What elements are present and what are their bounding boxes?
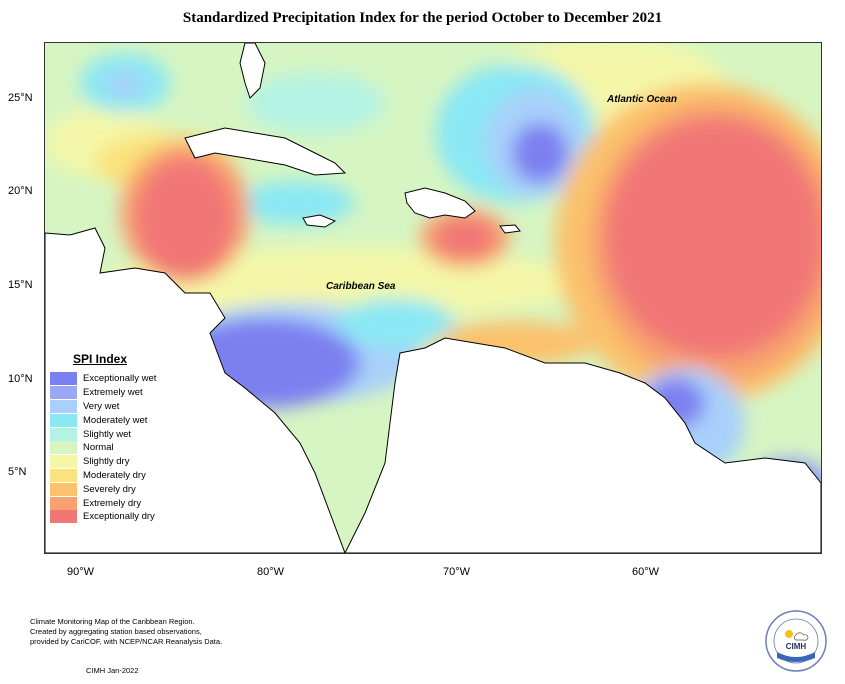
lon-label-60w: 60°W	[632, 566, 660, 578]
sun-cloud-icon	[785, 630, 809, 641]
legend-item: Slightly dry	[50, 455, 160, 469]
spi-map	[44, 42, 822, 554]
spi-color-field	[45, 43, 821, 528]
legend-swatch	[50, 455, 77, 469]
logo-text: CIMH	[786, 642, 807, 651]
spi-legend: SPI Index Exceptionally wet Extremely wet…	[50, 352, 160, 524]
legend-label: Extremely dry	[83, 497, 142, 509]
legend-label: Exceptionally dry	[83, 511, 155, 523]
legend-title: SPI Index	[73, 352, 128, 366]
lon-label-90w: 90°W	[67, 566, 95, 578]
land-masses	[45, 43, 821, 553]
legend-swatch	[50, 441, 77, 455]
legend-label: Normal	[83, 442, 114, 454]
legend-item: Slightly wet	[50, 427, 160, 441]
legend-item: Normal	[50, 441, 160, 455]
footer-line-1: Climate Monitoring Map of the Caribbean …	[30, 617, 195, 626]
legend-label: Extremely wet	[83, 387, 143, 399]
atlantic-ocean-label: Atlantic Ocean	[607, 94, 678, 105]
spi-map-canvas	[45, 43, 821, 553]
legend-swatch	[50, 510, 77, 524]
legend-label: Moderately wet	[83, 414, 148, 426]
legend-swatch	[50, 386, 77, 400]
lon-label-70w: 70°W	[443, 566, 471, 578]
lat-label-15n: 15°N	[8, 279, 33, 291]
legend-swatch	[50, 427, 77, 441]
legend-swatch	[50, 468, 77, 482]
legend-label: Moderately dry	[83, 469, 146, 481]
credit-text: CIMH Jan-2022	[86, 666, 139, 675]
legend-label: Severely dry	[83, 483, 136, 495]
cimh-logo: CIMH	[765, 610, 827, 672]
map-footer: Climate Monitoring Map of the Caribbean …	[30, 617, 250, 647]
lon-label-80w: 80°W	[257, 566, 285, 578]
legend-item: Moderately dry	[50, 468, 160, 483]
legend-swatch	[50, 413, 77, 427]
lat-label-25n: 25°N	[8, 92, 33, 104]
caribbean-sea-label: Caribbean Sea	[326, 281, 396, 292]
lat-label-5n: 5°N	[8, 466, 27, 478]
legend-item: Severely dry	[50, 482, 160, 496]
lat-label-20n: 20°N	[8, 185, 33, 197]
legend-swatch	[50, 399, 77, 413]
legend-item: Extremely dry	[50, 496, 160, 510]
legend-label: Exceptionally wet	[83, 373, 157, 385]
legend-item: Very wet	[50, 399, 160, 414]
legend-items: Exceptionally wet Extremely wet Very wet Mo…	[50, 372, 160, 524]
legend-swatch	[50, 372, 77, 386]
legend-item: Exceptionally dry	[50, 510, 160, 524]
legend-label: Very wet	[83, 400, 120, 412]
legend-item: Exceptionally wet	[50, 372, 160, 386]
lat-label-10n: 10°N	[8, 373, 33, 385]
map-title: Standardized Precipitation Index for the…	[182, 10, 663, 26]
legend-item: Extremely wet	[50, 386, 160, 400]
footer-line-2: Created by aggregating station based obs…	[30, 627, 202, 636]
legend-label: Slightly dry	[83, 456, 130, 468]
legend-label: Slightly wet	[83, 428, 132, 440]
legend-swatch	[50, 496, 77, 510]
legend-swatch	[50, 482, 77, 496]
legend-item: Moderately wet	[50, 413, 160, 427]
footer-line-3: provided by CariCOF, with NCEP/NCAR Rean…	[30, 637, 223, 646]
